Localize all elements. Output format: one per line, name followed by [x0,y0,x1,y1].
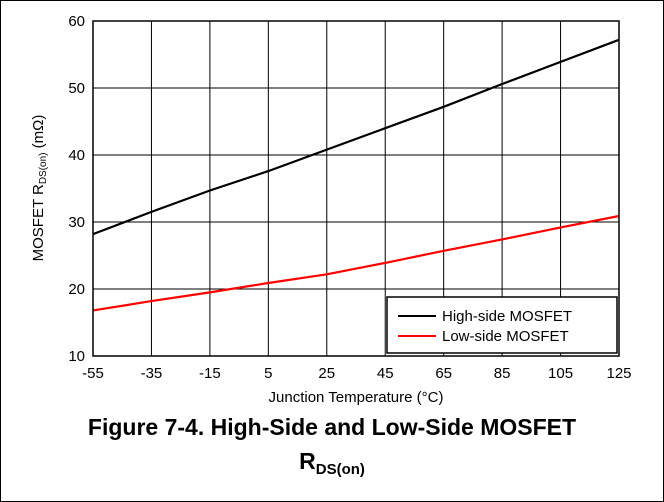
y-tick-label: 20 [68,281,85,298]
y-axis-label-main: MOSFET R [30,184,47,261]
x-tick-label: 105 [548,365,573,382]
y-tick-label: 40 [68,147,85,164]
legend-label-high-side: High-side MOSFET [442,308,572,325]
series-line-high-side-mosfet [92,38,620,236]
y-axis-label-unit: (mΩ) [30,115,47,153]
rdson-chart: -55 -35 -15 5 25 45 65 85 105 125 10 20 30 40 50 60 Ju… [30,13,632,406]
y-axis-label-sub: DS(on) [38,152,49,184]
x-tick-label: -15 [199,365,221,382]
y-tick-label: 30 [68,214,85,231]
x-tick-label: -35 [141,365,163,382]
y-axis-label: MOSFET RDS(on) (mΩ) [30,115,49,262]
y-tick-label: 50 [68,80,85,97]
y-tick-label: 10 [68,348,85,365]
x-axis-label: Junction Temperature (°C) [269,389,444,406]
series-layer [92,38,620,312]
x-tick-label: 5 [264,365,272,382]
x-tick-label: 45 [377,365,394,382]
caption-rds-main: R [299,448,316,474]
legend-box [386,296,618,354]
x-tick-label: 85 [494,365,511,382]
series-line-low-side-mosfet [92,214,620,312]
legend: High-side MOSFET Low-side MOSFET [386,296,618,354]
x-tick-label: 125 [606,365,631,382]
y-tick-labels: 10 20 30 40 50 60 [68,13,85,365]
plot-area-border [92,20,620,357]
figure-caption-line1: Figure 7-4. High-Side and Low-Side MOSFE… [87,414,577,440]
caption-rds-sub: DS(on) [315,461,365,478]
x-tick-labels: -55 -35 -15 5 25 45 65 85 105 125 [82,365,631,382]
legend-label-low-side: Low-side MOSFET [442,328,569,345]
x-tick-label: 65 [435,365,452,382]
figure-caption-line2: RDS(on) [0,448,664,478]
y-tick-label: 60 [68,13,85,30]
x-tick-label: 25 [318,365,335,382]
x-tick-label: -55 [82,365,104,382]
